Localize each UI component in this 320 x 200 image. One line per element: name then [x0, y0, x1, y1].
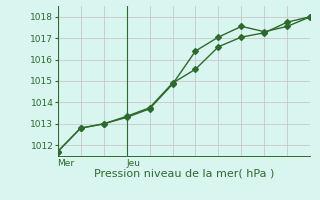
X-axis label: Pression niveau de la mer( hPa ): Pression niveau de la mer( hPa ) — [94, 168, 274, 179]
Text: Jeu: Jeu — [126, 159, 140, 168]
Text: Mer: Mer — [58, 159, 75, 168]
